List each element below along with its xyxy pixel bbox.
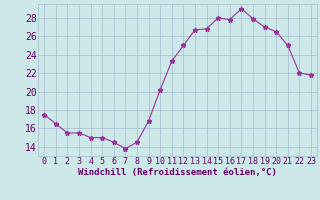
X-axis label: Windchill (Refroidissement éolien,°C): Windchill (Refroidissement éolien,°C) — [78, 168, 277, 177]
